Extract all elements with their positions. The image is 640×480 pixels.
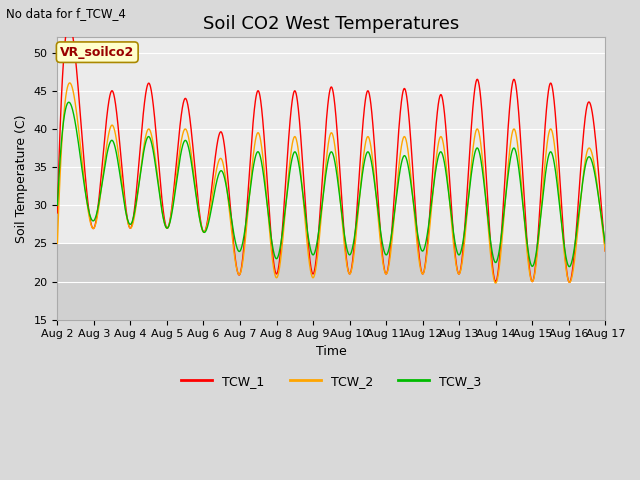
- X-axis label: Time: Time: [316, 345, 347, 358]
- Text: VR_soilco2: VR_soilco2: [60, 46, 134, 59]
- Y-axis label: Soil Temperature (C): Soil Temperature (C): [15, 114, 28, 243]
- Title: Soil CO2 West Temperatures: Soil CO2 West Temperatures: [204, 15, 460, 33]
- Bar: [58, 243, 605, 320]
- Legend: TCW_1, TCW_2, TCW_3: TCW_1, TCW_2, TCW_3: [176, 370, 486, 393]
- Text: No data for f_TCW_4: No data for f_TCW_4: [6, 7, 126, 20]
